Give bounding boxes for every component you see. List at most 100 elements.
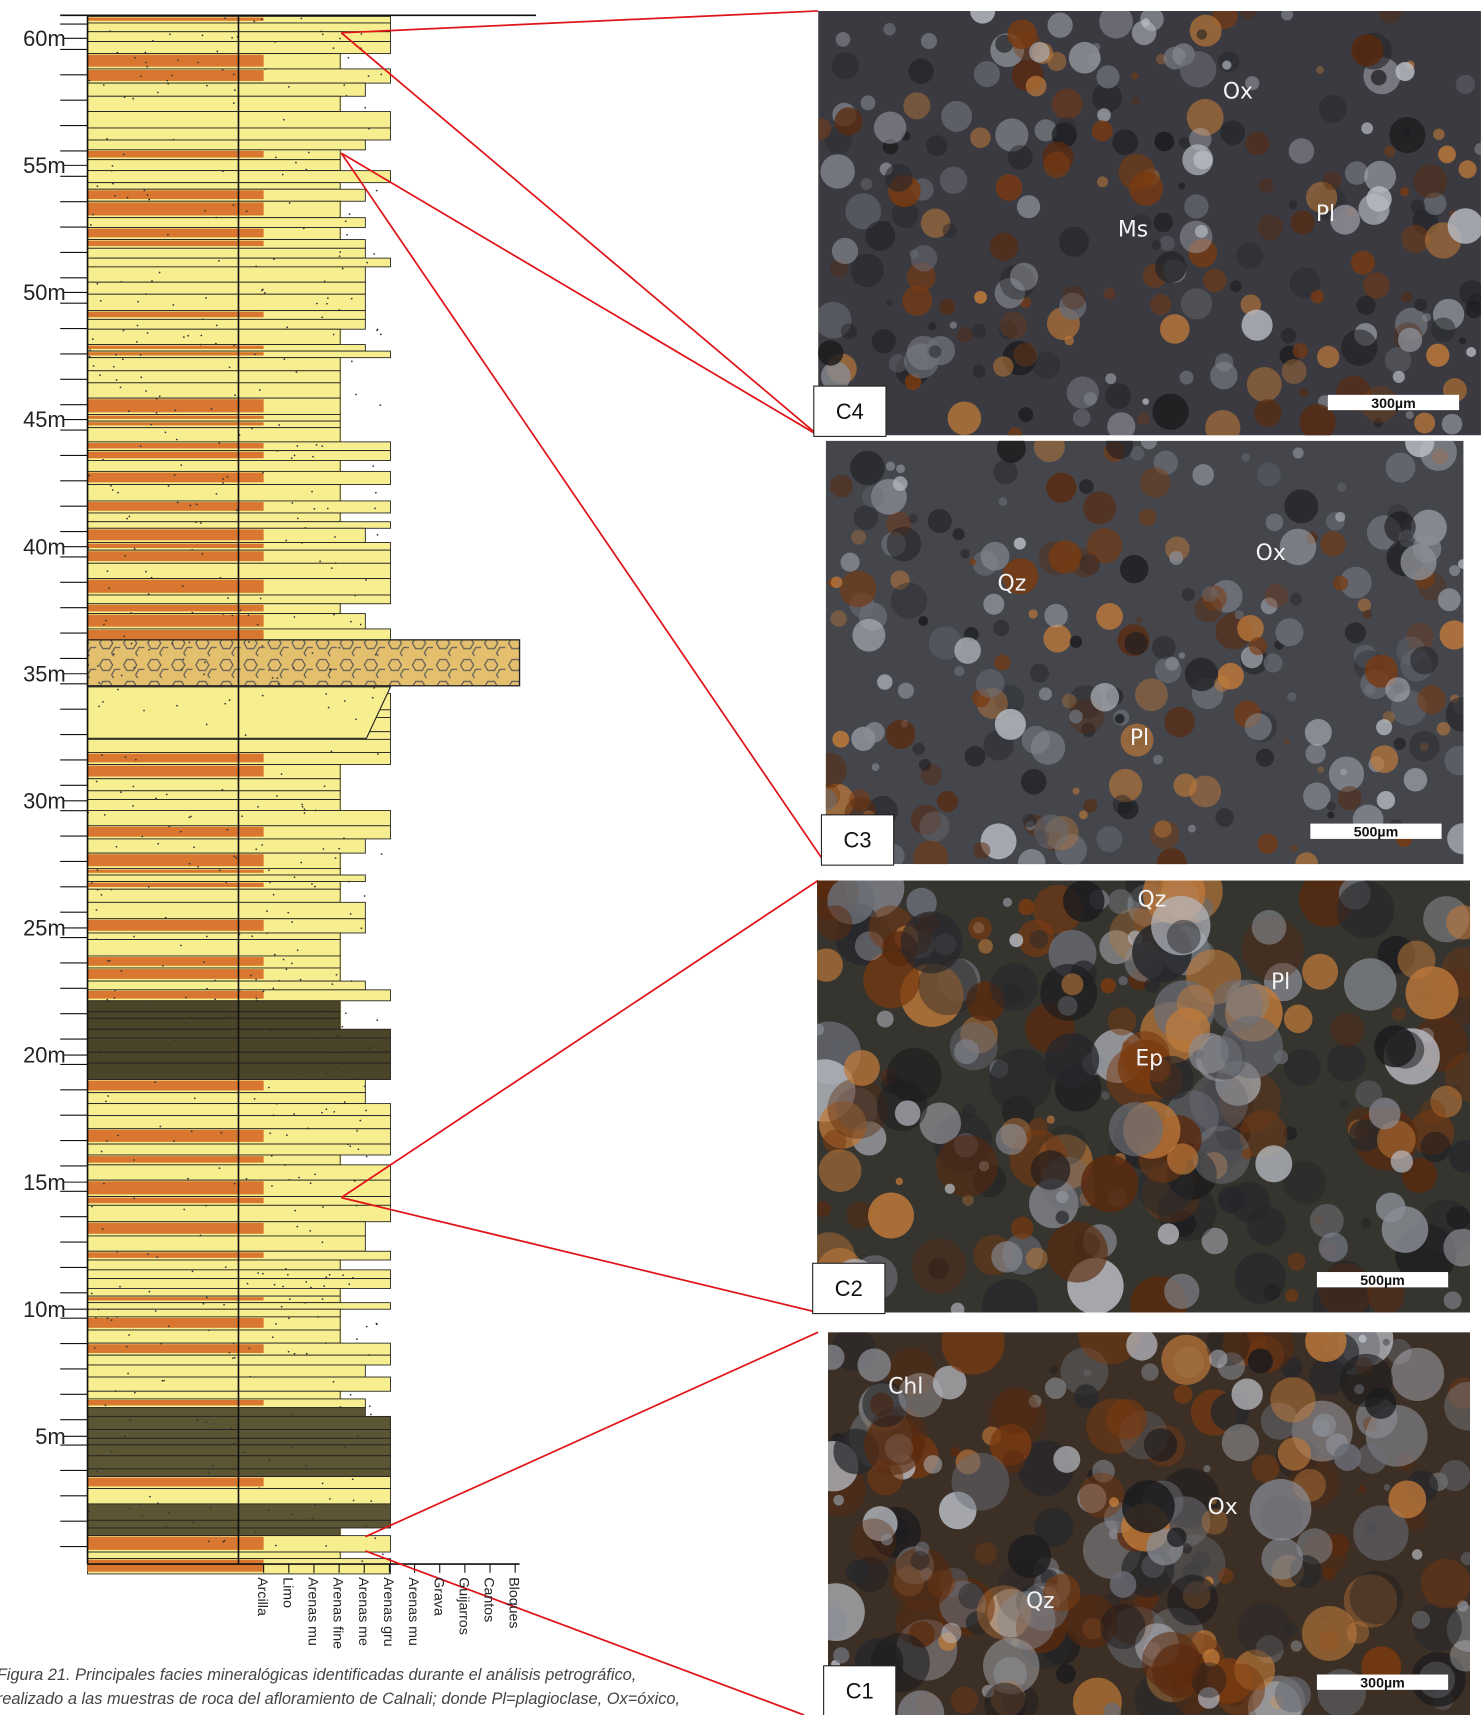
crystal [1251, 910, 1287, 945]
crystal [887, 1348, 936, 1396]
crystal [1072, 787, 1080, 795]
crystal [1234, 1252, 1286, 1304]
mineral-label: Pl [1130, 726, 1149, 751]
grain [255, 265, 258, 268]
crystal [1080, 556, 1100, 576]
crystal [1049, 1365, 1059, 1375]
grain [105, 1100, 107, 1103]
grain [126, 517, 128, 520]
grain [124, 756, 127, 758]
grain [287, 1350, 290, 1353]
grain [359, 1119, 362, 1122]
grain [323, 280, 326, 283]
grain [165, 1525, 168, 1528]
grain [312, 455, 314, 458]
grain [288, 1317, 290, 1320]
grain [373, 252, 376, 255]
crystal [851, 529, 867, 545]
grain [349, 1393, 352, 1396]
grain [325, 1545, 328, 1547]
grain [115, 845, 118, 848]
grain [89, 223, 92, 226]
crystal [1256, 462, 1281, 487]
clay-bed [87, 543, 264, 548]
grain [355, 718, 357, 721]
crystal [1066, 376, 1099, 409]
grain [175, 438, 178, 441]
grain [232, 1342, 235, 1345]
crystal [975, 669, 1005, 698]
crystal [1166, 1527, 1187, 1548]
crystal [1196, 29, 1208, 40]
grain [267, 1509, 270, 1512]
grain [241, 815, 244, 818]
bed [87, 778, 341, 792]
grain [346, 233, 348, 236]
grain [174, 409, 177, 412]
micrograph [818, 10, 1481, 436]
crystal [1457, 559, 1464, 569]
grain [173, 474, 176, 476]
depth-tick-label: 5m [35, 1424, 65, 1449]
grain [311, 652, 314, 654]
grain [102, 700, 104, 703]
grain [336, 1067, 339, 1070]
crystal [1405, 410, 1414, 420]
grain [91, 1205, 93, 1208]
crystal [1365, 1387, 1397, 1419]
grain [245, 1177, 248, 1180]
crystal [919, 758, 931, 771]
crystal [1007, 1534, 1052, 1578]
grain [106, 570, 109, 573]
grain [335, 973, 338, 976]
crystal [1270, 1377, 1316, 1423]
crystal [1201, 586, 1218, 603]
crystal [1192, 1126, 1251, 1184]
grain [348, 880, 350, 883]
grain [304, 1301, 306, 1304]
grain [242, 1451, 245, 1454]
grain [327, 738, 330, 740]
clay-bed [87, 150, 264, 158]
grain-size-label: Cantos [481, 1577, 497, 1622]
crystal [1105, 383, 1131, 410]
crystal [1309, 1357, 1348, 1396]
clay-bed [87, 1536, 264, 1550]
crystal [998, 320, 1019, 340]
grain [102, 458, 104, 461]
grain [344, 220, 347, 223]
grain [307, 1047, 310, 1049]
grain-size-label: Grava [430, 1577, 446, 1616]
clay-bed [87, 1344, 264, 1353]
crystal [1164, 1273, 1200, 1309]
crystal [1303, 782, 1331, 811]
grain [96, 665, 99, 667]
crystal [911, 1238, 967, 1294]
grain [334, 1048, 337, 1051]
grain [268, 669, 270, 671]
grain [288, 1298, 291, 1300]
grain [215, 324, 218, 327]
crystal [1154, 656, 1182, 684]
grain [112, 365, 115, 368]
crystal [1384, 346, 1412, 374]
grain [267, 869, 270, 872]
grain [214, 979, 216, 982]
crystal [1118, 153, 1156, 191]
grain [114, 1390, 117, 1392]
crystal [1017, 849, 1046, 865]
crystal [1072, 408, 1091, 427]
grain [223, 1303, 225, 1306]
crystal [1051, 88, 1083, 120]
grain [270, 1155, 273, 1157]
crystal [1283, 738, 1291, 746]
crystal [882, 139, 899, 155]
grain [172, 1039, 175, 1042]
clay-bed [87, 190, 264, 200]
grain [224, 17, 226, 19]
grain [296, 444, 299, 447]
grain [246, 1282, 249, 1285]
crystal [1018, 407, 1034, 423]
grain [143, 709, 145, 712]
crystal [913, 840, 949, 865]
